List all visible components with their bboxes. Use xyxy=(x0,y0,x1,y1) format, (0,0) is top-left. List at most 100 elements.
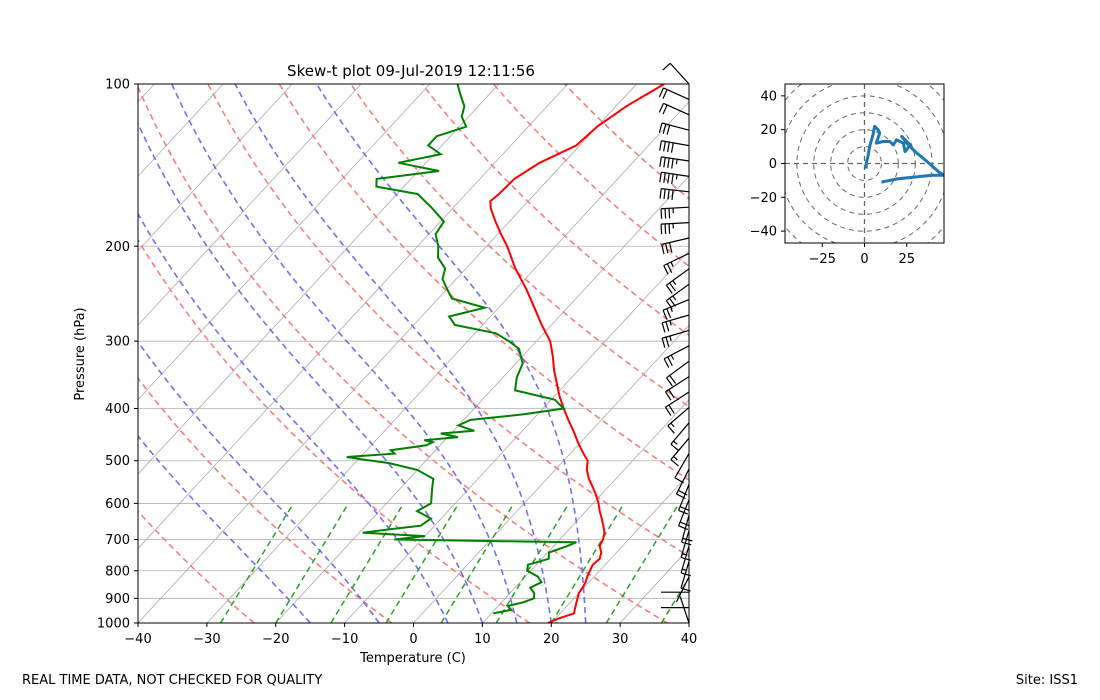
wind-barb xyxy=(664,391,690,416)
hodograph-range-rings xyxy=(785,84,944,243)
mixing-ratio-line xyxy=(330,503,405,623)
wind-barb-half xyxy=(672,295,677,301)
y-tick-label: 1000 xyxy=(97,617,130,632)
wind-barb-staff xyxy=(661,222,690,225)
wind-barb-full xyxy=(667,157,670,169)
wind-barb-full xyxy=(661,322,666,333)
mixing-ratio-line xyxy=(385,503,460,623)
isotherm xyxy=(688,622,689,623)
wind-barb-full xyxy=(658,122,663,133)
wind-barb xyxy=(663,252,690,275)
wind-barb-full xyxy=(661,244,665,255)
wind-barb-staff xyxy=(661,156,690,162)
dry-adiabat xyxy=(138,377,393,623)
wind-barb-staff xyxy=(666,268,690,286)
wind-barb-half xyxy=(673,456,678,461)
wind-barb-staff xyxy=(663,345,690,360)
wind-barb-full xyxy=(674,477,684,484)
isotherm xyxy=(413,324,689,623)
wind-barb-full xyxy=(665,336,670,347)
wind-barb-staff xyxy=(679,596,690,624)
mixing-ratio-lines xyxy=(219,503,689,623)
isotherm xyxy=(482,399,689,623)
wind-barb-full xyxy=(662,89,668,99)
wind-barb-staff xyxy=(667,406,690,427)
wind-barb-full xyxy=(659,172,662,183)
x-tick-label: −10 xyxy=(331,632,358,647)
wind-barb-full xyxy=(666,263,673,274)
wind-barb-full xyxy=(669,297,676,307)
wind-barb-half xyxy=(682,553,688,556)
wind-barb-full xyxy=(670,142,674,153)
wind-barb xyxy=(679,596,690,624)
wind-barb-full xyxy=(663,189,666,200)
skewt-plot-area xyxy=(137,83,690,624)
wind-barb-staff xyxy=(680,561,690,589)
wind-barb xyxy=(665,268,690,294)
wind-barb xyxy=(663,345,690,368)
wind-barb xyxy=(664,376,690,401)
dry-adiabats xyxy=(138,84,689,623)
wind-barb-full xyxy=(665,243,669,254)
wind-barb-full xyxy=(676,493,686,500)
moist-adiabat xyxy=(138,212,449,623)
hodograph-y-tick-label: 0 xyxy=(769,157,777,172)
wind-barb-full xyxy=(663,172,666,183)
wind-barb xyxy=(665,283,690,310)
wind-barb-staff xyxy=(661,140,690,147)
wind-barb xyxy=(678,484,690,515)
wind-barb-half xyxy=(669,306,673,313)
wind-barb-full xyxy=(666,308,672,319)
isotherm xyxy=(619,547,689,623)
wind-barb-full xyxy=(667,189,670,200)
wind-barb xyxy=(658,87,690,100)
wind-barb-staff xyxy=(665,391,690,408)
wind-barb xyxy=(680,530,691,561)
y-tick-label: 200 xyxy=(105,240,130,255)
wind-barb-staff xyxy=(680,530,690,558)
mixing-ratio-line xyxy=(440,503,515,623)
wind-barb-half xyxy=(670,354,675,360)
wind-barb-full xyxy=(680,556,691,561)
isotherm xyxy=(275,175,689,623)
wind-barb xyxy=(674,453,690,484)
wind-barb-staff xyxy=(680,545,690,574)
wind-barb-staff xyxy=(661,237,690,245)
x-tick-label: −20 xyxy=(262,632,289,647)
hodograph-y-tick-label: −40 xyxy=(750,225,777,240)
y-tick-label: 700 xyxy=(105,533,130,548)
wind-barb-full xyxy=(668,404,675,414)
wind-barb xyxy=(680,545,691,577)
wind-barb-full xyxy=(667,425,675,434)
hodograph-range-ring xyxy=(830,129,899,198)
isotherm xyxy=(551,473,689,623)
wind-barb-full xyxy=(661,338,666,349)
mixing-ratio-line xyxy=(660,576,689,623)
wind-barb-staff xyxy=(669,62,690,85)
wind-barb-full xyxy=(666,142,670,153)
wind-barb xyxy=(670,437,690,467)
y-tick-label: 100 xyxy=(105,78,130,93)
wind-barb-full xyxy=(681,541,692,546)
isotherm xyxy=(138,84,431,401)
wind-barb-full xyxy=(670,459,679,467)
y-axis-ticks: 100 200 300 400 500 600 700 800 900 1000 xyxy=(97,78,138,632)
wind-barb-half xyxy=(675,174,678,180)
wind-barb xyxy=(659,171,690,185)
wind-barbs xyxy=(658,62,693,624)
y-tick-label: 600 xyxy=(105,497,130,512)
site-label: Site: ISS1 xyxy=(1015,673,1078,688)
wind-barb-full xyxy=(668,223,671,234)
wind-barb-staff xyxy=(666,360,690,379)
x-tick-label: 0 xyxy=(409,632,417,647)
moist-adiabat xyxy=(234,84,553,623)
wind-barb-half xyxy=(669,335,672,341)
wind-barb-full xyxy=(659,156,662,167)
wind-barb xyxy=(667,406,690,434)
dry-adiabat xyxy=(564,84,689,200)
wind-barb xyxy=(680,561,691,592)
wind-barb-full xyxy=(671,173,674,185)
wind-barb-full xyxy=(664,223,667,234)
mixing-ratio-line xyxy=(550,503,625,623)
wind-barb-full xyxy=(662,123,667,134)
